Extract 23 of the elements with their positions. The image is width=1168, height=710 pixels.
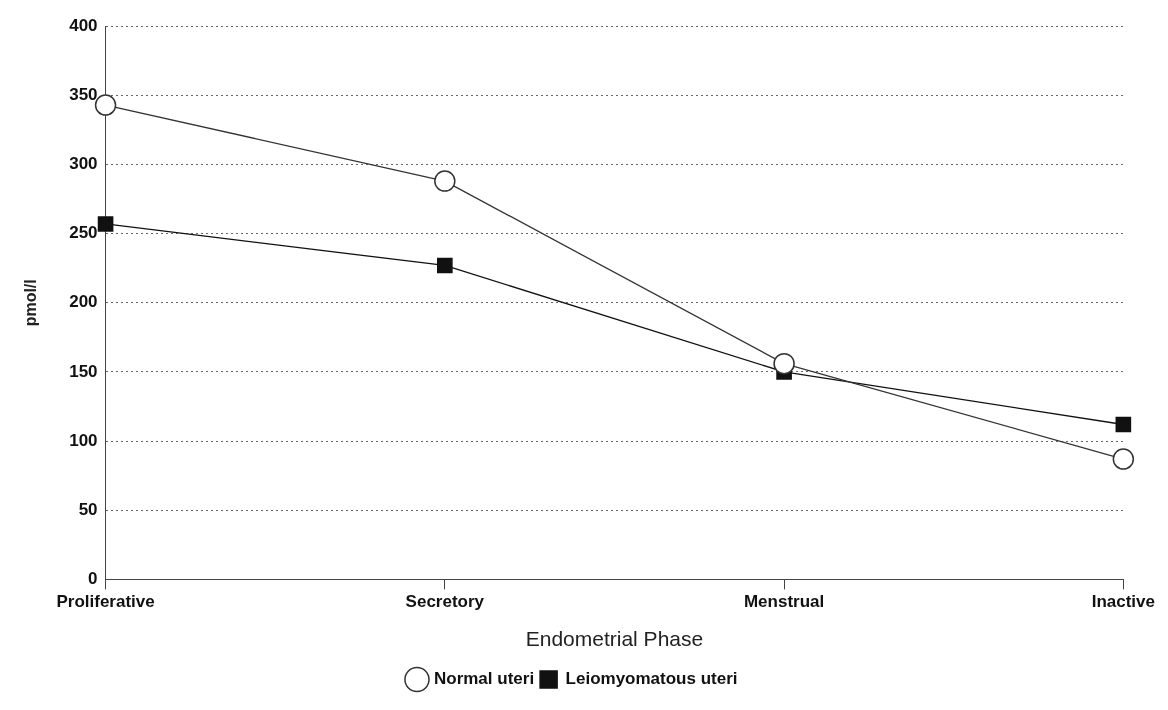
x-axis-title: Endometrial Phase — [525, 627, 704, 651]
legend-label: Normal uteri — [433, 669, 535, 689]
point — [773, 352, 795, 375]
x-tick-label: Menstrual — [743, 592, 825, 612]
x-tick-label: Secretory — [405, 592, 485, 612]
y-tick-label: 100 — [69, 430, 98, 450]
y-tick-label: 150 — [69, 361, 98, 381]
y-axis-title: pmol/l — [22, 279, 40, 327]
point — [97, 216, 114, 232]
y-tick-label: 250 — [69, 223, 98, 243]
y-tick-label: 50 — [78, 499, 98, 519]
y-tick-label: 0 — [88, 569, 98, 589]
legend-label: Leiomyomatous uteri — [565, 669, 738, 689]
y-tick-label: 300 — [69, 154, 98, 174]
x-tick-label: Inactive — [1091, 592, 1155, 612]
y-tick-label: 400 — [69, 15, 98, 35]
x-tick-label: Proliferative — [56, 592, 155, 612]
point — [437, 257, 453, 274]
point — [1112, 448, 1135, 470]
point — [1115, 416, 1132, 433]
y-tick-label: 350 — [69, 85, 98, 105]
y-tick-label: 200 — [69, 292, 98, 312]
point — [434, 170, 456, 192]
